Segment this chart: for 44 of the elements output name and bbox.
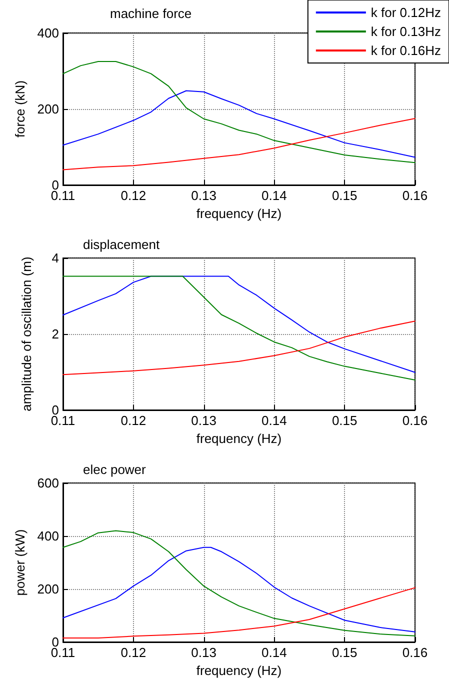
legend-label: k for 0.13Hz — [370, 24, 442, 39]
y-tick-label: 2 — [52, 326, 59, 342]
line-series — [62, 546, 416, 632]
x-tick-label: 0.15 — [332, 413, 358, 428]
y-tick-label: 4 — [52, 250, 59, 266]
x-tick-label: 0.13 — [191, 188, 216, 203]
y-tick-label: 600 — [37, 476, 59, 490]
x-tick-label: 0.16 — [402, 413, 428, 428]
y-tick-label: 400 — [37, 26, 59, 40]
x-axis-title: frequency (Hz) — [196, 206, 282, 221]
legend-label: k for 0.16Hz — [370, 43, 442, 58]
y-tick-label: 400 — [37, 528, 59, 544]
x-tick-label: 0.16 — [402, 188, 428, 203]
y-tick-label: 200 — [37, 582, 59, 596]
x-tick-label: 0.14 — [262, 413, 287, 428]
chart-title: machine force — [110, 6, 192, 21]
line-series — [62, 90, 416, 158]
x-tick-label: 0.14 — [262, 645, 287, 660]
y-axis-title: amplitude of oscillation (m) — [19, 256, 34, 412]
x-tick-label: 0.16 — [402, 645, 428, 660]
y-tick-label: 0 — [52, 402, 59, 418]
y-tick-label: 0 — [52, 634, 59, 650]
legend-label: k for 0.12Hz — [370, 5, 442, 20]
line-series — [62, 118, 416, 170]
y-tick-label: 0 — [52, 178, 59, 192]
line-series — [62, 320, 416, 376]
x-tick-label: 0.14 — [262, 188, 287, 203]
x-axis-title: frequency (Hz) — [196, 663, 282, 678]
line-series — [62, 530, 416, 636]
chart-title: elec power — [83, 462, 147, 477]
x-axis-title: frequency (Hz) — [196, 431, 282, 446]
x-tick-label: 0.13 — [191, 413, 216, 428]
x-tick-label: 0.12 — [120, 413, 146, 428]
y-axis-title: power (kW) — [12, 529, 28, 596]
x-tick-label: 0.12 — [120, 645, 146, 660]
line-series — [62, 587, 416, 639]
x-tick-label: 0.15 — [332, 188, 358, 203]
line-series — [62, 61, 416, 164]
x-tick-label: 0.13 — [191, 645, 216, 660]
y-tick-label: 200 — [37, 102, 59, 116]
x-tick-label: 0.15 — [332, 645, 358, 660]
x-tick-label: 0.12 — [120, 188, 146, 203]
y-axis-title: force (kN) — [12, 80, 28, 138]
chart-title: displacement — [83, 237, 160, 252]
